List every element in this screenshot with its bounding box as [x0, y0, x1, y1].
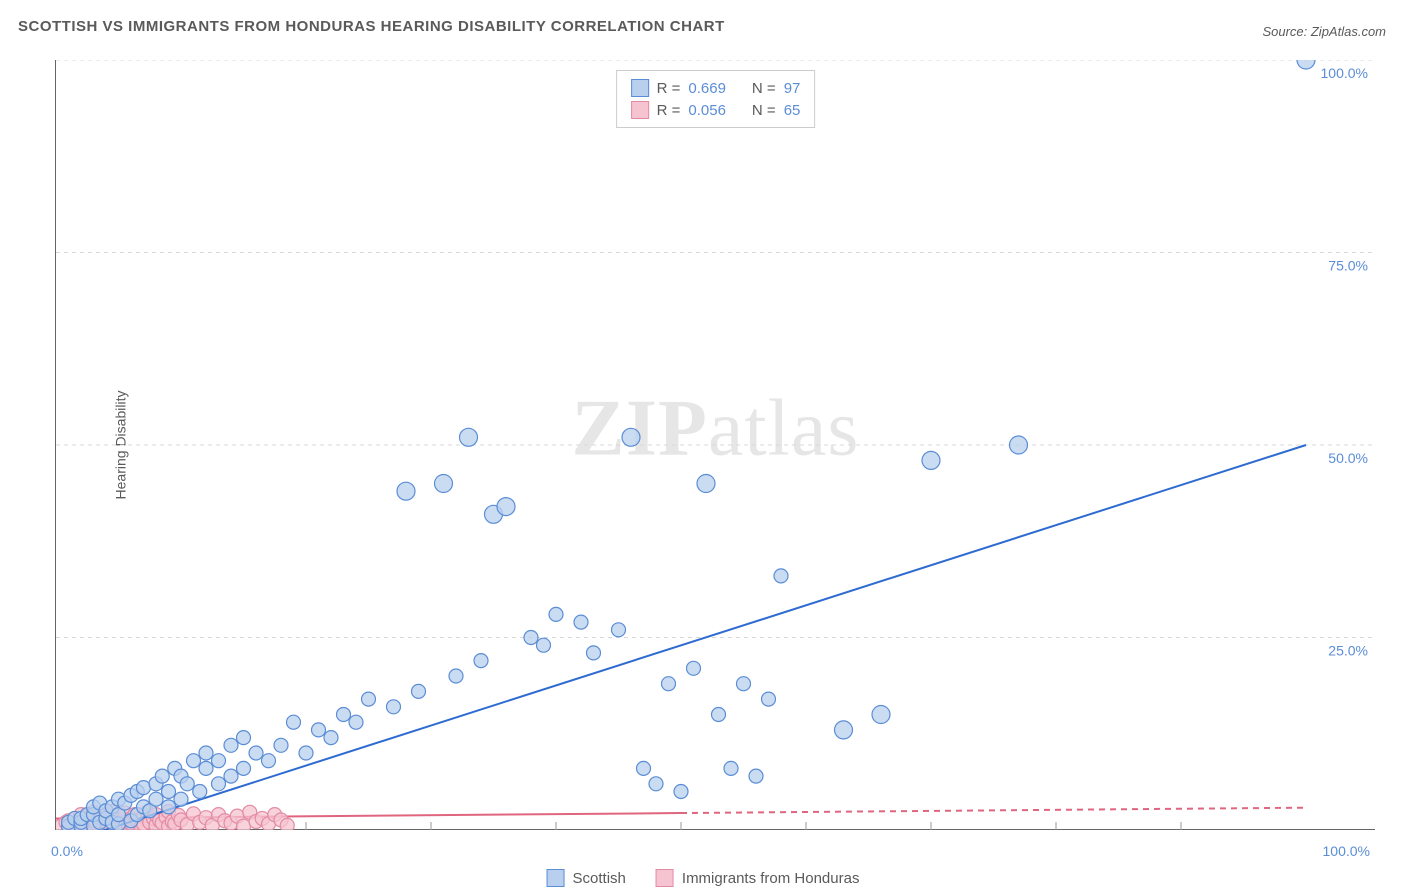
swatch-scottish	[631, 79, 649, 97]
legend-item-scottish: Scottish	[547, 869, 626, 887]
n-value-honduras: 65	[784, 102, 801, 119]
legend-row-scottish: R = 0.669 N = 97	[631, 77, 801, 99]
chart-title: SCOTTISH VS IMMIGRANTS FROM HONDURAS HEA…	[18, 18, 725, 35]
svg-text:75.0%: 75.0%	[1328, 258, 1368, 274]
r-value-scottish: 0.669	[688, 80, 726, 97]
legend-item-honduras: Immigrants from Honduras	[656, 869, 860, 887]
legend-label-honduras: Immigrants from Honduras	[682, 870, 860, 887]
source-attribution: Source: ZipAtlas.com	[1262, 24, 1386, 39]
n-label: N =	[752, 102, 776, 119]
svg-text:25.0%: 25.0%	[1328, 643, 1368, 659]
legend-label-scottish: Scottish	[573, 870, 626, 887]
correlation-legend: R = 0.669 N = 97 R = 0.056 N = 65	[616, 70, 816, 128]
r-label: R =	[657, 80, 681, 97]
swatch-honduras	[656, 869, 674, 887]
svg-text:50.0%: 50.0%	[1328, 450, 1368, 466]
plot-area: Hearing Disability ZIPatlas 25.0%50.0%75…	[55, 60, 1375, 830]
n-label: N =	[752, 80, 776, 97]
chart-container: SCOTTISH VS IMMIGRANTS FROM HONDURAS HEA…	[0, 0, 1406, 892]
swatch-honduras	[631, 101, 649, 119]
r-label: R =	[657, 102, 681, 119]
swatch-scottish	[547, 869, 565, 887]
svg-text:100.0%: 100.0%	[1321, 65, 1368, 81]
x-tick-start: 0.0%	[51, 843, 83, 859]
series-legend: Scottish Immigrants from Honduras	[547, 869, 860, 887]
x-tick-end: 100.0%	[1323, 843, 1370, 859]
legend-row-honduras: R = 0.056 N = 65	[631, 99, 801, 121]
r-value-honduras: 0.056	[688, 102, 726, 119]
n-value-scottish: 97	[784, 80, 801, 97]
chart-svg: 25.0% 50.0% 75.0% 100.0%	[56, 60, 1376, 830]
